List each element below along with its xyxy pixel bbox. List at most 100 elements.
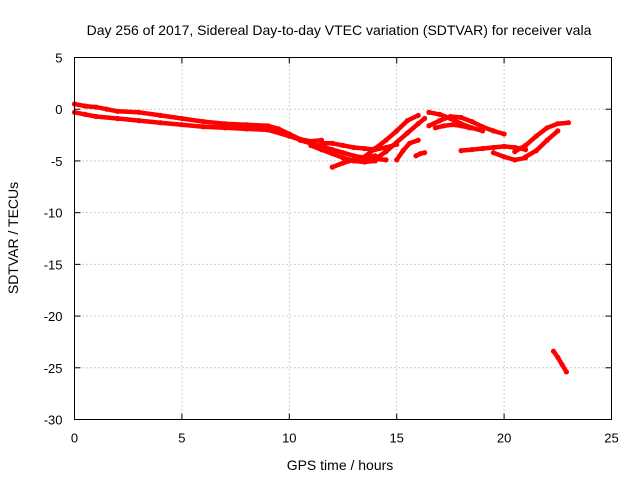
data-point <box>340 160 346 166</box>
data-point <box>329 151 335 157</box>
y-tick-label: 5 <box>55 51 62 66</box>
data-point <box>449 122 456 128</box>
data-point <box>394 128 400 134</box>
data-point <box>490 144 496 151</box>
data-point <box>114 115 121 122</box>
data-point <box>555 128 561 134</box>
data-point <box>329 140 335 146</box>
data-point <box>361 145 368 152</box>
x-tick-label: 5 <box>178 431 185 446</box>
series-line <box>394 137 421 163</box>
data-point <box>512 149 518 155</box>
data-point <box>407 140 413 146</box>
y-tick-label: -15 <box>44 257 63 272</box>
data-point <box>501 143 507 149</box>
x-tick-label: 25 <box>604 431 618 446</box>
data-point <box>415 137 421 143</box>
data-point <box>372 156 378 162</box>
data-point <box>447 115 453 122</box>
data-point <box>404 118 410 124</box>
data-point <box>222 125 228 131</box>
data-point <box>422 150 428 156</box>
data-point <box>383 157 389 163</box>
data-point <box>512 157 518 163</box>
data-point <box>415 121 421 127</box>
data-point <box>555 354 561 360</box>
data-point <box>501 154 507 160</box>
y-tick-label: -5 <box>51 154 63 169</box>
data-point <box>340 150 346 156</box>
series-track-evening-a <box>458 143 529 154</box>
data-point <box>400 148 406 154</box>
data-point <box>437 118 443 124</box>
data-point <box>550 348 557 354</box>
y-tick-label: 0 <box>55 102 62 117</box>
data-point <box>243 126 249 132</box>
data-point <box>82 103 88 109</box>
data-point <box>340 155 346 161</box>
chart-title: Day 256 of 2017, Sidereal Day-to-day VTE… <box>87 22 592 38</box>
data-point <box>372 145 378 152</box>
axis-ticks: 0 5 10 15 20 25 5 0 -5 -10 -15 -20 -25 -30 <box>44 51 619 446</box>
data-point <box>93 104 99 110</box>
data-point <box>93 113 99 120</box>
data-point <box>426 109 432 115</box>
data-point <box>469 119 475 125</box>
data-point <box>222 121 228 127</box>
data-point <box>533 148 539 154</box>
series-line <box>491 150 528 163</box>
data-series <box>71 101 572 375</box>
data-point <box>523 154 529 160</box>
series-track-afternoon-c <box>432 122 473 131</box>
series-track-evening-c <box>512 120 572 155</box>
series-track-afternoon-a <box>426 113 507 137</box>
data-point <box>426 123 432 129</box>
series-line <box>523 128 561 160</box>
x-tick-label: 0 <box>71 431 78 446</box>
series-track-evening-d <box>523 128 561 160</box>
data-point <box>467 125 473 131</box>
data-point <box>157 120 163 126</box>
data-point <box>157 112 163 118</box>
series-track-afternoon-b <box>426 109 486 134</box>
series-track-main-lower <box>71 109 314 146</box>
data-point <box>318 140 325 146</box>
y-tick-label: -20 <box>44 309 63 324</box>
series-track-outlier <box>550 348 570 375</box>
data-point <box>458 123 464 129</box>
data-point <box>361 154 368 160</box>
plot-frame <box>74 57 612 420</box>
data-point <box>437 111 443 117</box>
data-point <box>490 128 496 134</box>
x-tick-label: 20 <box>497 431 511 446</box>
y-tick-label: -10 <box>44 206 63 221</box>
series-line <box>551 348 569 375</box>
data-point <box>265 127 271 133</box>
data-point <box>559 362 565 368</box>
data-point <box>458 114 464 121</box>
data-point <box>136 118 142 124</box>
data-point <box>555 121 561 127</box>
y-tick-label: -25 <box>44 361 63 376</box>
data-point <box>136 109 142 115</box>
data-point <box>469 147 475 153</box>
data-point <box>544 137 550 143</box>
series-track-rise-a <box>361 112 421 160</box>
data-point <box>432 125 438 131</box>
data-point <box>383 149 389 155</box>
y-tick-label: -30 <box>44 413 63 428</box>
data-point <box>265 123 271 129</box>
data-point <box>351 144 357 151</box>
series-track-rise-b <box>372 115 428 162</box>
data-point <box>565 120 572 126</box>
data-point <box>318 147 325 153</box>
data-point <box>394 157 400 163</box>
data-point <box>114 108 121 114</box>
data-point <box>394 139 400 145</box>
data-point <box>413 153 419 159</box>
y-axis-label: SDTVAR / TECUs <box>5 182 21 294</box>
data-point <box>480 124 486 130</box>
data-point <box>563 369 570 375</box>
data-point <box>340 142 346 148</box>
